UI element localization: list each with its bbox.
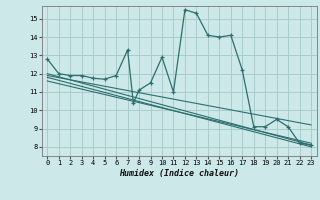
X-axis label: Humidex (Indice chaleur): Humidex (Indice chaleur) [119, 169, 239, 178]
